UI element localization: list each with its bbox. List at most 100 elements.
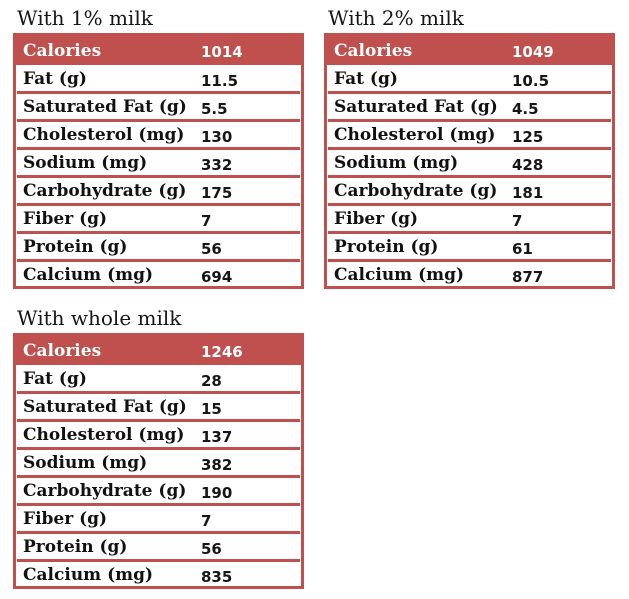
table-row-carbohydrate: Carbohydrate (g) 190: [16, 479, 301, 502]
row-value: 694: [201, 267, 233, 286]
table-row-protein: Protein (g) 56: [16, 535, 301, 558]
row-label: Saturated Fat (g): [23, 396, 187, 417]
row-label: Saturated Fat (g): [334, 96, 498, 117]
nutrition-card-whole-milk: With whole milk Calories 1246 Fat (g) 28…: [13, 306, 304, 589]
row-value: 428: [512, 155, 544, 174]
row-label: Fat (g): [23, 68, 87, 89]
row-value: 190: [201, 483, 233, 502]
nutrition-table-whole-milk: Calories 1246 Fat (g) 28 Saturated Fat (…: [13, 333, 304, 589]
row-value: 15: [201, 399, 222, 418]
row-separator: [17, 475, 300, 478]
row-label: Fiber (g): [23, 208, 108, 229]
row-label: Sodium (mg): [23, 452, 148, 473]
nutrition-table-2pct-milk: Calories 1049 Fat (g) 10.5 Saturated Fat…: [324, 33, 615, 289]
row-value: 137: [201, 427, 233, 446]
row-separator: [17, 531, 300, 534]
table-row-sodium: Sodium (mg) 428: [327, 151, 612, 174]
table-row-calcium: Calcium (mg) 694: [16, 263, 301, 286]
row-separator: [328, 175, 611, 178]
header-value: 1014: [201, 42, 243, 61]
row-value: 28: [201, 371, 222, 390]
row-separator: [17, 447, 300, 450]
nutrition-card-2pct-milk: With 2% milk Calories 1049 Fat (g) 10.5 …: [324, 6, 615, 289]
row-value: 382: [201, 455, 233, 474]
row-label: Protein (g): [334, 236, 439, 257]
row-value: 7: [201, 211, 212, 230]
row-label: Sodium (mg): [23, 152, 148, 173]
row-separator: [328, 147, 611, 150]
row-value: 332: [201, 155, 233, 174]
row-separator: [17, 175, 300, 178]
table-row-fiber: Fiber (g) 7: [327, 207, 612, 230]
row-separator: [328, 203, 611, 206]
row-label: Fat (g): [334, 68, 398, 89]
row-value: 4.5: [512, 99, 539, 118]
table-row-carbohydrate: Carbohydrate (g) 175: [16, 179, 301, 202]
row-value: 10.5: [512, 71, 550, 90]
table-row-protein: Protein (g) 56: [16, 235, 301, 258]
row-separator: [17, 231, 300, 234]
row-value: 125: [512, 127, 544, 146]
header-label: Calories: [23, 40, 102, 61]
nutrition-table-1pct-milk: Calories 1014 Fat (g) 11.5 Saturated Fat…: [13, 33, 304, 289]
row-value: 56: [201, 539, 222, 558]
row-label: Calcium (mg): [23, 264, 154, 285]
table-row-fat: Fat (g) 28: [16, 367, 301, 390]
row-label: Saturated Fat (g): [23, 96, 187, 117]
row-value: 835: [201, 567, 233, 586]
table-header-row: Calories 1246: [16, 336, 301, 365]
table-title: With 2% milk: [328, 6, 464, 30]
row-value: 7: [201, 511, 212, 530]
row-separator: [17, 203, 300, 206]
row-separator: [17, 503, 300, 506]
table-row-calcium: Calcium (mg) 877: [327, 263, 612, 286]
table-header-row: Calories 1014: [16, 36, 301, 65]
table-row-saturated-fat: Saturated Fat (g) 15: [16, 395, 301, 418]
row-separator: [17, 559, 300, 562]
table-row-sodium: Sodium (mg) 382: [16, 451, 301, 474]
table-row-sodium: Sodium (mg) 332: [16, 151, 301, 174]
header-label: Calories: [334, 40, 413, 61]
table-row-cholesterol: Cholesterol (mg) 130: [16, 123, 301, 146]
row-label: Carbohydrate (g): [23, 480, 187, 501]
table-header-row: Calories 1049: [327, 36, 612, 65]
table-row-cholesterol: Cholesterol (mg) 125: [327, 123, 612, 146]
row-label: Carbohydrate (g): [334, 180, 498, 201]
row-separator: [328, 91, 611, 94]
row-value: 56: [201, 239, 222, 258]
table-row-fiber: Fiber (g) 7: [16, 507, 301, 530]
row-separator: [17, 119, 300, 122]
table-title: With 1% milk: [17, 6, 153, 30]
table-row-fat: Fat (g) 10.5: [327, 67, 612, 90]
row-label: Calcium (mg): [334, 264, 465, 285]
header-value: 1246: [201, 342, 243, 361]
row-label: Cholesterol (mg): [23, 424, 185, 445]
row-label: Protein (g): [23, 236, 128, 257]
row-separator: [328, 231, 611, 234]
row-label: Sodium (mg): [334, 152, 459, 173]
row-separator: [17, 91, 300, 94]
row-separator: [17, 259, 300, 262]
row-value: 5.5: [201, 99, 228, 118]
nutrition-card-1pct-milk: With 1% milk Calories 1014 Fat (g) 11.5 …: [13, 6, 304, 289]
row-separator: [328, 119, 611, 122]
table-row-fat: Fat (g) 11.5: [16, 67, 301, 90]
row-label: Cholesterol (mg): [334, 124, 496, 145]
table-title: With whole milk: [17, 306, 182, 330]
row-label: Fat (g): [23, 368, 87, 389]
header-value: 1049: [512, 42, 554, 61]
row-separator: [17, 391, 300, 394]
row-label: Carbohydrate (g): [23, 180, 187, 201]
table-row-calcium: Calcium (mg) 835: [16, 563, 301, 586]
table-row-cholesterol: Cholesterol (mg) 137: [16, 423, 301, 446]
row-label: Calcium (mg): [23, 564, 154, 585]
row-value: 877: [512, 267, 544, 286]
table-row-fiber: Fiber (g) 7: [16, 207, 301, 230]
row-separator: [328, 259, 611, 262]
table-row-saturated-fat: Saturated Fat (g) 5.5: [16, 95, 301, 118]
table-row-protein: Protein (g) 61: [327, 235, 612, 258]
row-value: 181: [512, 183, 544, 202]
row-value: 7: [512, 211, 523, 230]
row-separator: [17, 419, 300, 422]
